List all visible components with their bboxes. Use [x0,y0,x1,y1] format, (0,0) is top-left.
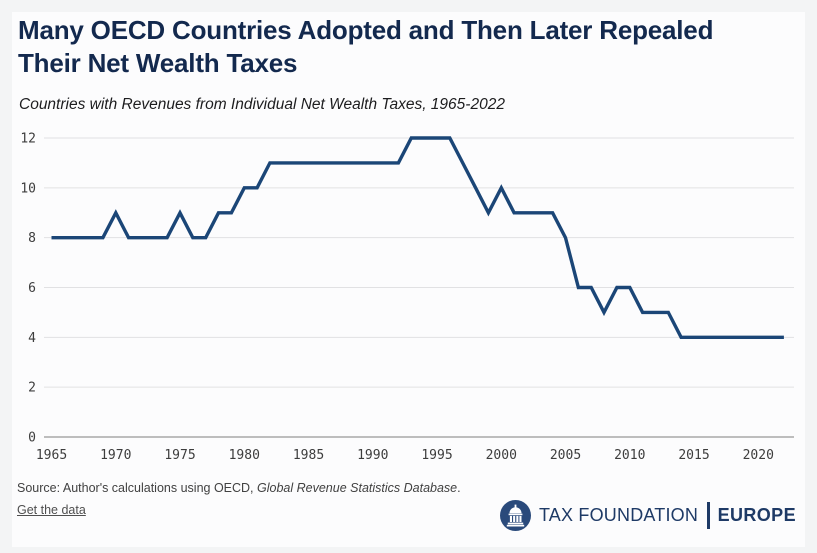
x-tick-1985: 1985 [293,448,324,463]
source-period: . [457,481,461,495]
line-chart: 0 2 4 6 8 10 12 1965 1970 1975 1980 1985 1990 1995 200… [20,132,794,463]
capitol-icon [499,499,531,531]
tax-foundation-wordmark: TAX FOUNDATION [538,504,699,525]
y-tick-10: 10 [20,181,36,196]
get-the-data-link[interactable]: Get the data [17,503,86,517]
wealth-tax-countries-line [51,136,784,340]
x-tick-1990: 1990 [357,448,388,463]
x-tick-1995: 1995 [421,448,452,463]
y-tick-8: 8 [28,231,36,246]
x-tick-2015: 2015 [678,448,709,463]
chart-subtitle: Countries with Revenues from Individual … [19,96,505,113]
chart-card [12,12,805,547]
x-tick-1970: 1970 [100,448,131,463]
y-tick-2: 2 [28,381,36,396]
y-tick-0: 0 [28,431,36,446]
tax-foundation-europe-logo: TAX FOUNDATION EUROPE [499,498,796,532]
x-tick-1975: 1975 [164,448,195,463]
x-tick-2000: 2000 [486,448,517,463]
source-text: Source: Author's calculations using OECD… [17,481,258,495]
source-database-name: Global Revenue Statistics Database [257,481,458,495]
x-tick-2020: 2020 [743,448,774,463]
europe-wordmark: EUROPE [717,504,796,525]
chart-title-line2: Their Net Wealth Taxes [18,48,298,78]
x-tick-2010: 2010 [614,448,645,463]
y-tick-12: 12 [20,132,36,147]
chart-title: Many OECD Countries Adopted and Then Lat… [18,14,802,80]
x-tick-1965: 1965 [36,448,67,463]
source-note: Source: Author's calculations using OECD… [17,481,461,495]
logo-divider [707,501,710,529]
x-tick-2005: 2005 [550,448,581,463]
y-tick-4: 4 [28,331,36,346]
y-tick-6: 6 [28,281,36,296]
chart-title-line1: Many OECD Countries Adopted and Then Lat… [18,15,714,45]
x-tick-1980: 1980 [229,448,260,463]
